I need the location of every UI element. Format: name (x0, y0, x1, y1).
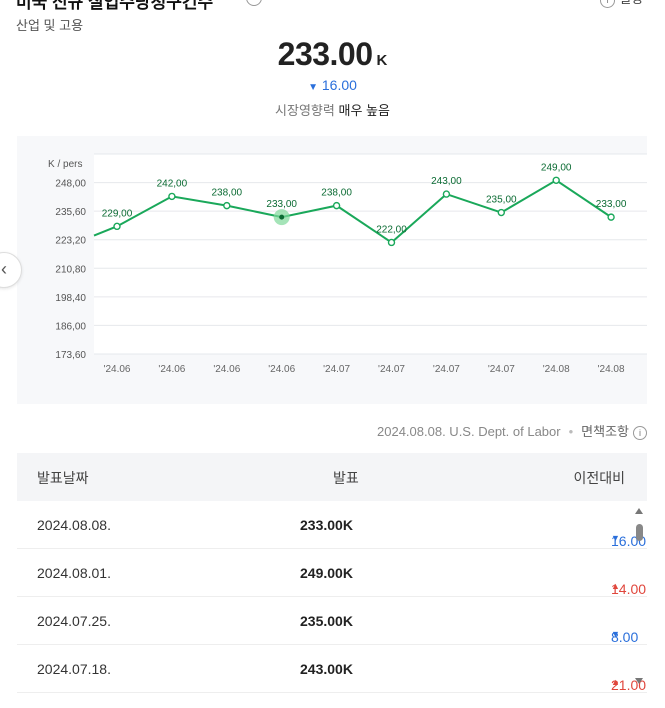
data-label: 238,00 (212, 188, 243, 199)
x-tick-label: '24.06 (213, 364, 240, 375)
y-tick-label: 235,60 (55, 207, 86, 218)
info-icon[interactable]: i (246, 0, 262, 6)
page-title: 미국 신규 실업수당청구건수 (16, 0, 214, 12)
row-date: 2024.08.08. (37, 517, 111, 533)
change-value: 16.00 (321, 77, 357, 93)
table-row[interactable]: 2024.08.01. 249.00K ▲ 14.00 (17, 549, 647, 597)
disclaimer-link[interactable]: 면책조항 (581, 424, 629, 439)
data-label: 235,00 (486, 195, 517, 206)
x-tick-label: '24.07 (323, 364, 350, 375)
y-tick-label: 186,00 (55, 321, 86, 332)
chart-panel: 248,00 235,60 223,20 210,80 198,40 186,00 173,… (17, 124, 647, 404)
y-tick-label: 223,20 (55, 236, 86, 247)
x-tick-label: '24.07 (433, 364, 460, 375)
row-value: 235.00K (300, 613, 353, 629)
x-tick-label: '24.06 (268, 364, 295, 375)
row-change-value: 14.00 (611, 581, 647, 597)
gear-icon: i (600, 0, 616, 8)
data-point (279, 214, 285, 220)
data-point (168, 192, 176, 201)
impact-label: 시장영향력 (275, 103, 335, 118)
header-value: 발표 (333, 470, 359, 486)
data-label: 233,00 (596, 199, 627, 210)
market-impact: 시장영향력 매우 높음 (0, 100, 665, 119)
scroll-down-arrow[interactable] (635, 678, 643, 684)
header-date: 발표날짜 (37, 470, 89, 486)
row-value: 243.00K (300, 661, 353, 677)
data-point (223, 201, 231, 210)
big-value: 233.00 (277, 36, 373, 72)
settings-label: 설정 (619, 0, 643, 6)
value-unit: K (376, 52, 388, 69)
x-tick-label: '24.08 (598, 364, 625, 375)
triangle-up-icon: ▲ (611, 677, 620, 687)
data-point (497, 208, 505, 217)
row-value: 233.00K (300, 517, 353, 533)
x-tick-label: '24.07 (378, 364, 405, 375)
header-change: 이전대비 (573, 470, 625, 486)
y-tick-label: 198,40 (55, 293, 86, 304)
triangle-down-icon: ▼ (611, 533, 620, 543)
table-header: 발표날짜 발표 이전대비 (17, 453, 647, 501)
data-point (332, 201, 341, 210)
data-point (607, 213, 615, 221)
y-axis-label: K / pers (48, 159, 82, 170)
line-chart: 248,00 235,60 223,20 210,80 198,40 186,00 173,… (48, 124, 647, 375)
scroll-up-arrow[interactable] (635, 508, 643, 514)
row-change-value: 8.00 (611, 629, 639, 645)
data-label: 242,00 (157, 178, 188, 189)
row-date: 2024.08.01. (37, 565, 111, 581)
data-label: 243,00 (431, 176, 462, 187)
row-date: 2024.07.18. (37, 661, 111, 677)
current-value: 233.00 K (0, 36, 665, 73)
scrollbar-thumb[interactable] (636, 524, 643, 541)
source-text: 2024.08.08. U.S. Dept. of Labor (377, 424, 561, 439)
data-label: 249,00 (541, 162, 572, 173)
y-tick-label: 248,00 (55, 179, 86, 190)
row-date: 2024.07.25. (37, 613, 111, 629)
triangle-down-icon: ▼ (611, 629, 620, 639)
data-point (552, 176, 560, 184)
change-indicator: ▼ 16.00 (0, 77, 665, 93)
data-label: 229,00 (102, 208, 133, 219)
data-label: 222,00 (376, 224, 407, 235)
row-value: 249.00K (300, 565, 353, 581)
data-point (442, 190, 451, 198)
info-icon[interactable]: i (633, 425, 647, 440)
plot-area (94, 154, 647, 354)
settings-button[interactable]: i설정 (600, 0, 643, 8)
x-tick-label: '24.08 (543, 364, 570, 375)
table-row[interactable]: 2024.07.25. 235.00K ▼ 8.00 (17, 597, 647, 645)
data-label: 238,00 (321, 188, 352, 199)
table-row[interactable]: 2024.07.18. 243.00K ▲ 21.00 (17, 645, 647, 693)
source-line: 2024.08.08. U.S. Dept. of Labor • 면책조항 i (377, 421, 647, 440)
x-tick-label: '24.06 (104, 364, 131, 375)
history-table: 발표날짜 발표 이전대비 2024.08.08. 233.00K ▼ 16.00 202… (17, 453, 647, 693)
triangle-down-icon: ▼ (308, 82, 318, 93)
impact-value: 매우 높음 (338, 103, 390, 118)
y-tick-label: 173,60 (55, 350, 86, 361)
data-label: 233,00 (266, 199, 297, 210)
triangle-up-icon: ▲ (611, 581, 620, 591)
x-tick-label: '24.06 (158, 364, 185, 375)
y-tick-label: 210,80 (55, 264, 86, 275)
data-point (387, 238, 396, 247)
x-tick-label: '24.07 (488, 364, 515, 375)
category-subtitle: 산업 및 고용 (16, 18, 84, 33)
table-row[interactable]: 2024.08.08. 233.00K ▼ 16.00 (17, 501, 647, 549)
data-point (113, 222, 121, 231)
